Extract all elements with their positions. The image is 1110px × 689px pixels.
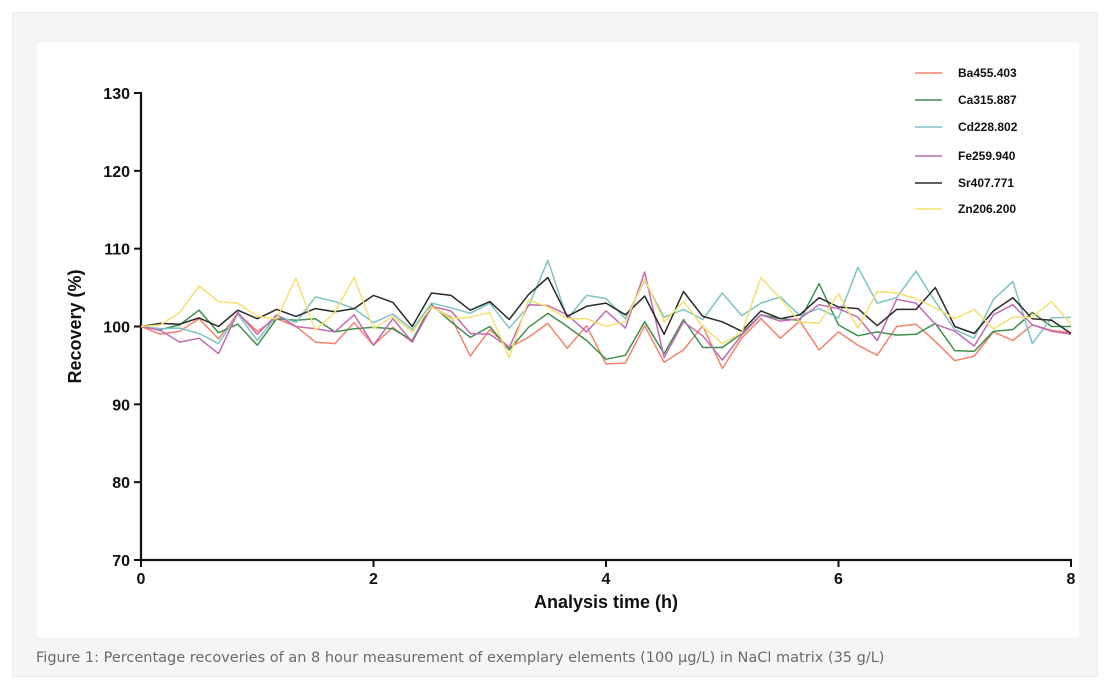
series-line-cd228.802: [140, 259, 1072, 345]
legend: Ba455.403 Ca315.887 Cd228.802 Fe259.940 Sr40…: [915, 66, 1018, 216]
axes: 70 80 90 100 110 120 130 0 2 4 6 8: [103, 86, 1075, 588]
y-axis-title: Recovery (%): [65, 269, 85, 383]
x-tick-label: 0: [137, 571, 146, 588]
series-line-ca315.887: [140, 282, 1071, 360]
x-axis-title: Analysis time (h): [534, 592, 678, 612]
x-tick-label: 2: [369, 571, 378, 588]
figure-caption: Figure 1: Percentage recoveries of an 8 …: [36, 650, 885, 666]
series-lines: [140, 259, 1072, 370]
x-tick-label: 8: [1067, 571, 1076, 588]
y-tick-label: 80: [112, 475, 130, 492]
legend-label: Cd228.802: [958, 120, 1018, 134]
figure-frame: 70 80 90 100 110 120 130 0 2 4 6 8 Ba455.403 Ca315.8…: [12, 12, 1098, 677]
chart-panel: 70 80 90 100 110 120 130 0 2 4 6 8 Ba455.403 Ca315.8…: [37, 42, 1079, 638]
legend-label: Ba455.403: [958, 66, 1017, 80]
legend-label: Fe259.940: [958, 149, 1016, 163]
y-tick-label: 130: [103, 86, 130, 103]
legend-label: Zn206.200: [958, 202, 1016, 216]
y-tick-label: 100: [103, 320, 130, 337]
y-tick-label: 120: [103, 164, 130, 181]
recovery-line-chart: 70 80 90 100 110 120 130 0 2 4 6 8 Ba455.403 Ca315.8…: [65, 66, 1076, 612]
y-tick-label: 70: [112, 553, 130, 570]
y-tick-label: 90: [112, 397, 130, 414]
x-tick-label: 6: [834, 571, 843, 588]
y-tick-label: 110: [104, 242, 130, 259]
legend-label: Ca315.887: [958, 93, 1017, 107]
series-line-fe259.940: [140, 271, 1072, 361]
legend-label: Sr407.771: [958, 176, 1014, 190]
series-line-sr407.771: [140, 276, 1072, 336]
x-tick-label: 4: [602, 571, 611, 588]
series-line-zn206.200: [140, 276, 1072, 359]
